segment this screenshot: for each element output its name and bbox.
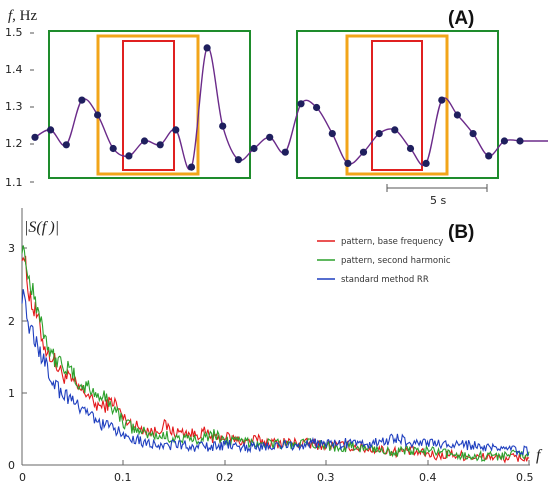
scale-bar bbox=[386, 184, 488, 192]
heart-rate-curve bbox=[34, 47, 548, 171]
data-point bbox=[140, 137, 149, 145]
panel-b-xticks: 0 0.1 0.2 0.3 0.4 0.5 bbox=[19, 471, 534, 484]
data-point bbox=[47, 126, 55, 134]
data-point bbox=[187, 163, 196, 171]
red-box-2 bbox=[371, 40, 423, 171]
panel-a-ylabel-unit: , Hz bbox=[12, 8, 37, 24]
data-point bbox=[266, 133, 274, 141]
panel-b-xtick: 0.4 bbox=[419, 471, 437, 484]
data-point bbox=[438, 96, 446, 104]
panel-a-yticks: 1.1 1.2 1.3 1.4 1.5 bbox=[5, 26, 23, 189]
data-point bbox=[234, 156, 242, 164]
panel-a-ytick: 1.1 bbox=[5, 176, 23, 189]
data-point bbox=[78, 96, 86, 104]
series-line-1 bbox=[21, 255, 530, 464]
red-box-1 bbox=[122, 40, 175, 171]
data-point bbox=[391, 126, 399, 134]
data-point bbox=[328, 130, 336, 138]
panel-b-label: (B) bbox=[448, 222, 474, 243]
data-point bbox=[500, 137, 508, 145]
data-point bbox=[344, 159, 352, 167]
panel-a-ytick: 1.4 bbox=[5, 63, 23, 76]
panel-b-xtick: 0.5 bbox=[516, 471, 534, 484]
series-line-3 bbox=[21, 289, 530, 457]
data-point bbox=[297, 100, 305, 108]
spectra bbox=[21, 245, 530, 464]
data-point bbox=[250, 144, 258, 153]
data-point bbox=[453, 111, 461, 119]
panel-a-ytick: 1.5 bbox=[5, 26, 23, 39]
data-point bbox=[219, 122, 227, 130]
panel-a-ytick: 1.2 bbox=[5, 137, 23, 150]
orange-box-1 bbox=[96, 34, 200, 176]
panel-a-ylabel: f, Hz bbox=[8, 8, 38, 24]
data-point bbox=[359, 148, 368, 156]
data-point bbox=[469, 130, 477, 138]
data-point bbox=[485, 152, 493, 160]
panel-b-ytick: 2 bbox=[8, 315, 15, 328]
legend-label: standard method RR bbox=[341, 275, 429, 285]
green-box-1 bbox=[48, 30, 251, 179]
data-point bbox=[422, 159, 430, 167]
data-point bbox=[156, 141, 164, 149]
series-line-2 bbox=[21, 245, 530, 463]
panel-b-xtick-marks bbox=[21, 460, 530, 465]
panel-b-xtick: 0 bbox=[19, 471, 26, 484]
scale-bar-label: 5 s bbox=[430, 194, 446, 207]
panel-b-xtick: 0.2 bbox=[216, 471, 234, 484]
panel-b-xtick: 0.3 bbox=[317, 471, 335, 484]
legend: pattern, base frequency pattern, second h… bbox=[317, 237, 451, 285]
data-point bbox=[62, 141, 70, 149]
panel-b-ytick: 1 bbox=[8, 387, 15, 400]
panel-a-ytick: 1.3 bbox=[5, 100, 23, 113]
data-point bbox=[406, 144, 415, 153]
data-point bbox=[31, 133, 39, 141]
panel-b-ylabel: |S(f )| bbox=[24, 219, 59, 236]
data-point bbox=[109, 144, 117, 153]
panel-b-ytick-marks bbox=[22, 247, 27, 466]
data-point bbox=[375, 130, 383, 138]
data-point bbox=[516, 137, 524, 145]
heart-rate-points bbox=[31, 44, 524, 171]
panel-a-label: (A) bbox=[448, 8, 474, 29]
data-point bbox=[313, 103, 321, 112]
panel-a: f, Hz (A) 1.1 1.2 1.3 1.4 1.5 bbox=[5, 8, 548, 207]
panel-b-xlabel: f bbox=[536, 447, 543, 464]
panel-b-xtick: 0.1 bbox=[114, 471, 132, 484]
green-box-2 bbox=[296, 30, 499, 179]
orange-box-2 bbox=[345, 34, 449, 176]
panel-a-ylabel-f: f bbox=[8, 8, 14, 24]
panel-b-yticks: 0 1 2 3 bbox=[8, 242, 15, 472]
data-point bbox=[281, 148, 289, 156]
data-point bbox=[94, 111, 102, 119]
panel-b: 0 1 2 3 0 0.1 0.2 0.3 0.4 0.5 |S(f )| f … bbox=[8, 208, 543, 484]
data-point bbox=[125, 152, 133, 160]
panel-a-tickmarks bbox=[30, 32, 34, 183]
panel-b-ytick: 3 bbox=[8, 242, 15, 255]
legend-label: pattern, base frequency bbox=[341, 237, 443, 247]
data-point bbox=[172, 126, 180, 134]
legend-label: pattern, second harmonic bbox=[341, 256, 451, 266]
panel-b-ytick: 0 bbox=[8, 459, 15, 472]
data-point bbox=[203, 44, 211, 52]
